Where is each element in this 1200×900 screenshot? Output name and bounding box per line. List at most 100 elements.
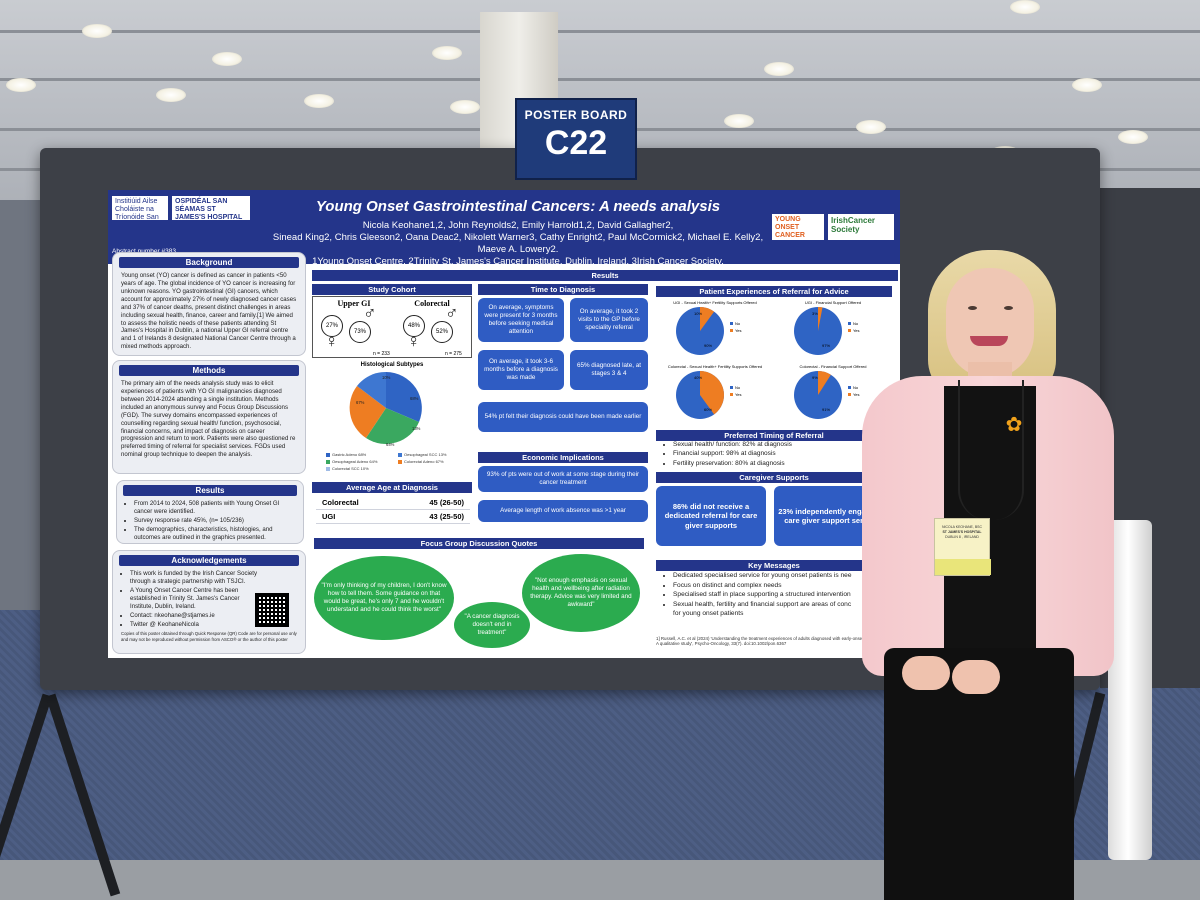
- legend-item: Colorectal SCC 10%: [326, 466, 369, 471]
- sign-label: POSTER BOARD: [524, 108, 628, 122]
- pie-title: UGI - Financial Support Offered: [805, 300, 861, 305]
- stat-box: 93% of pts were out of work at some stag…: [478, 466, 648, 492]
- badge-org: ST JAMES'S HOSPITAL: [942, 529, 982, 534]
- ceiling-light: [1072, 78, 1102, 92]
- referral-pies: UGI - Sexual Health+ Fertility Supports …: [668, 300, 867, 419]
- person-hand: [952, 660, 1000, 694]
- histology-pie: [349, 371, 422, 444]
- ceiling-light: [432, 46, 462, 60]
- pie-label: 68%: [410, 396, 419, 401]
- background-text: Young onset (YO) cancer is defined as ca…: [121, 272, 297, 351]
- ceiling-light: [212, 52, 242, 66]
- person-face: [946, 268, 1034, 378]
- stat-box: 86% did not receive a dedicated referral…: [656, 486, 766, 546]
- upper-gi-label: Upper GI: [337, 299, 371, 308]
- poster-board-sign: POSTER BOARD C22: [515, 98, 637, 180]
- ceiling-light: [82, 24, 112, 38]
- legend-swatch: [848, 329, 851, 332]
- legend-label: Yes: [735, 328, 742, 333]
- irish-cancer-society-logo: IrishCancer Society: [828, 214, 894, 240]
- legend-label: No: [735, 321, 741, 326]
- abstract-number: Abstract number #383: [112, 248, 176, 255]
- focus-group-heading: Focus Group Discussion Quotes: [314, 538, 644, 549]
- ceiling-light: [1118, 130, 1148, 144]
- legend-label: Yes: [735, 392, 742, 397]
- stat-box: On average, it took 3-6 months before a …: [478, 350, 564, 390]
- pie-value-yes: 3%: [812, 311, 818, 316]
- quote-bubble: "Not enough emphasis on sexual health an…: [522, 554, 640, 632]
- ceiling-truss: [0, 30, 1200, 33]
- pie-value-no: 97%: [822, 343, 830, 348]
- poster-authors: Nicola Keohane1,2, John Reynolds2, Emily…: [258, 220, 778, 268]
- methods-section: Methods The primary aim of the needs ana…: [112, 360, 306, 474]
- stat-box: On average, it took 2 visits to the GP b…: [570, 298, 648, 342]
- section-heading: Background: [119, 257, 299, 268]
- pie-slice: [349, 386, 386, 438]
- ceiling-light: [1010, 0, 1040, 14]
- person-smile: [970, 336, 1008, 346]
- ceiling-light: [450, 100, 480, 114]
- timing-item: Fertility preservation: 80% at diagnosis: [673, 460, 884, 468]
- person-eye: [1004, 306, 1013, 310]
- histology-heading: Histological Subtypes: [360, 362, 424, 368]
- sign-code: C22: [544, 124, 608, 162]
- ack-item: Contact: nkeohane@stjames.ie: [130, 612, 257, 620]
- female-symbol-icon: ♀: [407, 331, 421, 351]
- ack-item: A Young Onset Cancer Centre has been est…: [130, 587, 257, 611]
- preferred-timing-heading: Preferred Timing of Referral: [656, 430, 892, 441]
- ceiling-light: [856, 120, 886, 134]
- results-banner: Results: [312, 270, 898, 281]
- age-heading: Average Age at Diagnosis: [312, 482, 472, 493]
- key-message: for young onset patients: [673, 610, 744, 618]
- ack-item: Twitter @ KeohaneNicola: [130, 621, 257, 629]
- timing-item: Sexual health/ function: 82% at diagnosi…: [673, 441, 884, 449]
- legend-label: No: [853, 321, 859, 326]
- results-summary-section: Results From 2014 to 2024, 508 patients …: [116, 480, 304, 544]
- pie-title: Colorectal - Financial Support Offered: [799, 364, 866, 369]
- ceiling-light: [724, 114, 754, 128]
- pie-value-yes: 10%: [694, 311, 702, 316]
- reference: 1] Russell, A.C. et al (2024) 'Understan…: [656, 636, 899, 646]
- name-badge: NICOLA KEOHANE, BSC ST JAMES'S HOSPITAL …: [934, 518, 991, 576]
- key-message: Focus on distinct and complex needs: [673, 582, 892, 591]
- table-row: Colorectal 45 (26-50): [316, 496, 470, 510]
- person-eye: [968, 306, 977, 310]
- affiliations-line: 1Young Onset Centre, 2Trinity St. James'…: [312, 255, 724, 267]
- crc-n: n = 275: [445, 351, 462, 357]
- pie-slice-yes: [700, 307, 715, 331]
- ceiling-light: [764, 62, 794, 76]
- key-message: Specialised staff in place supporting a …: [673, 591, 892, 600]
- female-symbol-icon: ♀: [325, 331, 339, 351]
- lanyard: [958, 380, 1024, 520]
- colorectal-label: Colorectal: [414, 299, 450, 308]
- pie-title: Colorectal - Sexual Health+ Fertility Su…: [668, 364, 762, 369]
- key-message: Dedicated specialised service for young …: [673, 572, 892, 581]
- study-cohort-heading: Study Cohort: [312, 284, 472, 295]
- male-symbol-icon: ♂: [363, 303, 377, 323]
- pie-value-yes: 40%: [694, 375, 702, 380]
- key-messages-heading: Key Messages: [656, 560, 892, 571]
- research-poster: Institiúid Ailse Choláiste na Tríonóide …: [108, 190, 900, 658]
- poster-title: Young Onset Gastrointestinal Cancers: A …: [315, 198, 721, 215]
- pie-slice: [366, 408, 419, 444]
- preferred-timing-list: Sexual health/ function: 82% at diagnosi…: [656, 441, 892, 469]
- qr-code[interactable]: [255, 593, 289, 627]
- methods-text: The primary aim of the needs analysis st…: [121, 380, 296, 459]
- legend-swatch: [848, 393, 851, 396]
- pie-slice-yes: [700, 371, 724, 415]
- section-heading: Results: [123, 485, 297, 496]
- stat-box: 54% pt felt their diagnosis could have b…: [478, 402, 648, 432]
- qr-footnote: Copies of this poster obtained through Q…: [121, 631, 297, 643]
- legend-swatch: [730, 329, 733, 332]
- poster-header: Institiúid Ailse Choláiste na Tríonóide …: [108, 190, 900, 267]
- acknowledgements-section: Acknowledgements This work is funded by …: [112, 550, 306, 654]
- pie-label: 67%: [356, 400, 365, 405]
- tsjci-logo: Institiúid Ailse Choláiste na Tríonóide …: [112, 196, 168, 220]
- stat-box: Average length of work absence was >1 ye…: [478, 500, 648, 522]
- hospital-logo: OSPIDÉAL SAN SÉAMAS ST JAMES'S HOSPITAL: [172, 196, 250, 220]
- stat-box: 65% diagnosed late, at stages 3 & 4: [570, 350, 648, 390]
- legend-swatch: [730, 393, 733, 396]
- caregiver-heading: Caregiver Supports: [656, 472, 892, 483]
- legend-item: Colorectal Adeno 67%: [398, 459, 444, 464]
- pie-title: UGI - Sexual Health+ Fertility Supports …: [673, 300, 756, 305]
